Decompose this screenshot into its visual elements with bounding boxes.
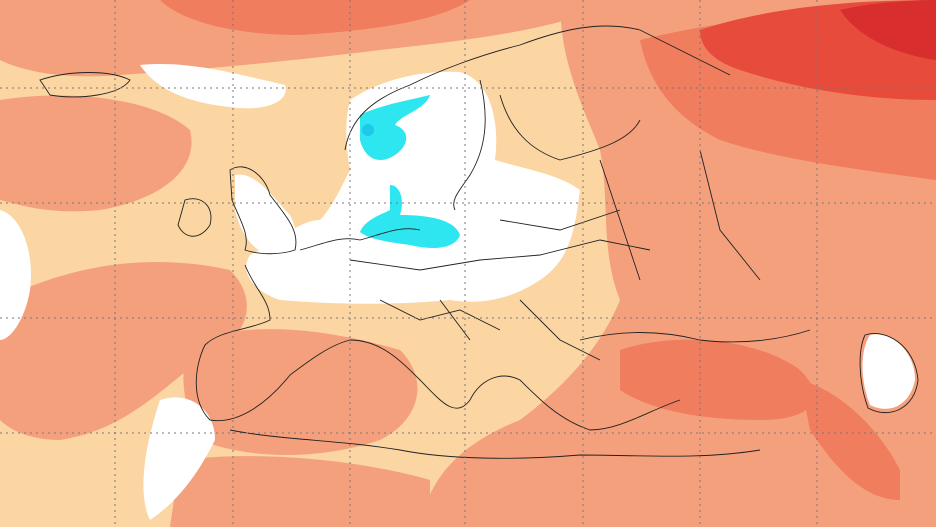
- region-caspian: [862, 334, 915, 409]
- neutral-regions: [0, 64, 915, 520]
- red-regions: [700, 0, 936, 100]
- region-atlantic-west: [0, 95, 192, 212]
- region-norwegian-sea: [140, 64, 286, 109]
- region-norway-cyan: [360, 95, 430, 160]
- region-north-africa: [170, 456, 430, 527]
- region-norway-cyan-core: [362, 124, 374, 136]
- region-morocco: [143, 397, 215, 520]
- region-arctic-deep-red: [840, 0, 936, 60]
- region-middle-east: [800, 380, 900, 500]
- region-uk: [235, 174, 296, 255]
- region-iberia-atlantic: [0, 261, 247, 440]
- coast-scandinavia: [344, 25, 731, 211]
- coast-iceland: [39, 72, 131, 98]
- region-west-edge: [0, 210, 31, 340]
- coast-mainland: [195, 228, 811, 459]
- borders: [349, 149, 761, 361]
- region-med: [183, 329, 418, 455]
- region-turkey: [620, 339, 815, 420]
- region-north-sea-north: [160, 0, 470, 35]
- coastlines: [39, 25, 919, 459]
- region-scandinavia-central-europe: [246, 71, 580, 304]
- coast-uk: [177, 166, 297, 255]
- grid-parallels: [0, 87, 936, 434]
- coast-caspian: [859, 333, 919, 413]
